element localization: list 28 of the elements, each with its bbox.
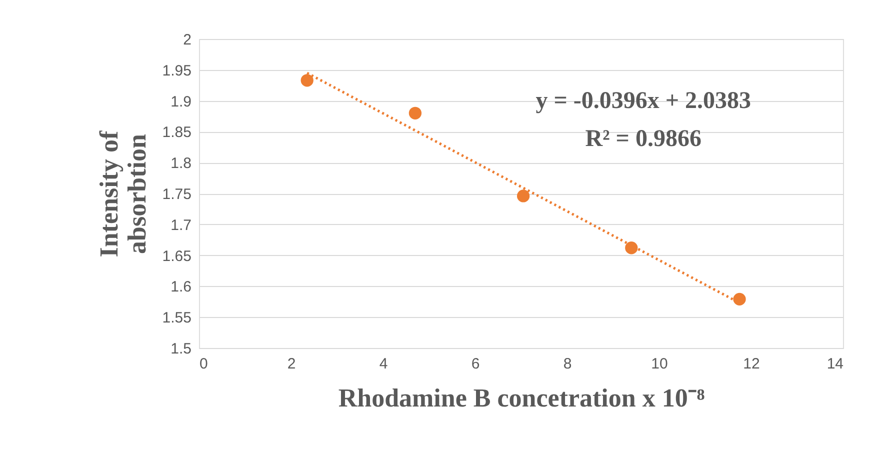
point: [300, 74, 314, 87]
y-tick-label: 1.6: [170, 278, 192, 296]
y-tick-label: 1.8: [170, 155, 192, 172]
y-tick-label: 1.95: [162, 62, 192, 80]
y-tick-label: 2: [183, 32, 192, 48]
annotation: y = -0.0396x + 2.0383: [536, 88, 752, 114]
y-axis-title: Intensity of absorbtion: [94, 130, 152, 258]
x-tick-label: 4: [379, 356, 388, 372]
annotation: R² = 0.9866: [585, 126, 702, 152]
point: [733, 292, 746, 306]
x-tick-label: 10: [651, 356, 668, 372]
y-tick-label: 1.7: [170, 216, 192, 234]
y-tick-label: 1.65: [162, 248, 192, 265]
y-tick-label: 1.9: [170, 93, 192, 110]
y-tick-label: 1.75: [162, 186, 192, 203]
x-tick-label: 14: [826, 356, 844, 372]
point: [516, 190, 530, 202]
x-tick-label: 8: [563, 356, 572, 372]
x-axis-title: Rhodamine B concetration x 10⁻⁸: [338, 384, 705, 412]
x-tick-label: 6: [471, 356, 480, 372]
x-tick-label: 0: [200, 356, 208, 372]
point: [625, 242, 638, 254]
x-tick-label: 12: [743, 356, 760, 372]
y-tick-label: 1.5: [170, 340, 192, 358]
y-tick-label: 1.85: [162, 124, 192, 142]
point: [408, 106, 422, 120]
y-tick-label: 1.55: [162, 310, 192, 327]
x-tick-label: 2: [287, 356, 296, 372]
